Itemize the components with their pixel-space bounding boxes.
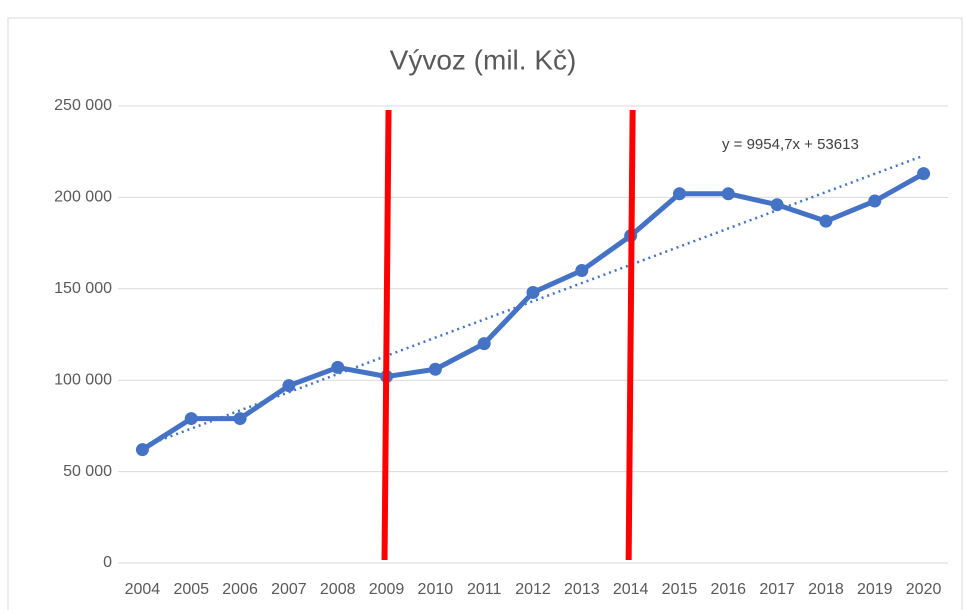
data-point (868, 194, 882, 208)
data-point (575, 264, 589, 278)
data-point (428, 362, 442, 376)
data-point (819, 214, 833, 228)
y-tick-label: 250 000 (54, 97, 112, 114)
x-tick-label: 2019 (857, 581, 893, 598)
highlight-line (381, 109, 392, 561)
x-tick-label: 2014 (613, 581, 649, 598)
data-point (917, 167, 931, 181)
data-point (331, 360, 345, 374)
x-tick-label: 2007 (271, 581, 307, 598)
chart-frame (7, 17, 963, 610)
x-tick-label: 2011 (467, 581, 502, 598)
x-tick-label: 2004 (125, 581, 161, 598)
data-point (184, 412, 198, 426)
y-tick-label: 50 000 (63, 463, 112, 480)
y-tick-label: 200 000 (54, 189, 112, 206)
x-tick-label: 2010 (418, 581, 454, 598)
x-tick-label: 2017 (759, 581, 795, 598)
data-point (526, 285, 540, 299)
data-point (477, 337, 491, 351)
y-tick-label: 150 000 (54, 280, 112, 297)
x-tick-label: 2016 (710, 581, 746, 598)
chart-title: Vývoz (mil. Kč) (390, 44, 577, 75)
x-tick-label: 2008 (320, 581, 356, 598)
x-tick-label: 2006 (222, 581, 258, 598)
trendline-label: y = 9954,7x + 53613 (722, 136, 859, 153)
data-point (135, 443, 149, 457)
x-tick-label: 2005 (173, 581, 209, 598)
data-point (770, 198, 784, 212)
x-tick-label: 2009 (369, 581, 405, 598)
x-tick-label: 2020 (906, 581, 942, 598)
x-tick-label: 2013 (564, 581, 600, 598)
x-tick-label: 2012 (515, 581, 551, 598)
data-point (282, 379, 296, 393)
x-tick-label: 2015 (662, 581, 698, 598)
y-tick-label: 0 (103, 554, 112, 571)
x-tick-label: 2018 (808, 581, 844, 598)
data-point (672, 187, 686, 201)
data-point (721, 187, 735, 201)
y-tick-label: 100 000 (54, 371, 112, 388)
data-point (233, 412, 247, 426)
highlight-line (625, 109, 636, 561)
